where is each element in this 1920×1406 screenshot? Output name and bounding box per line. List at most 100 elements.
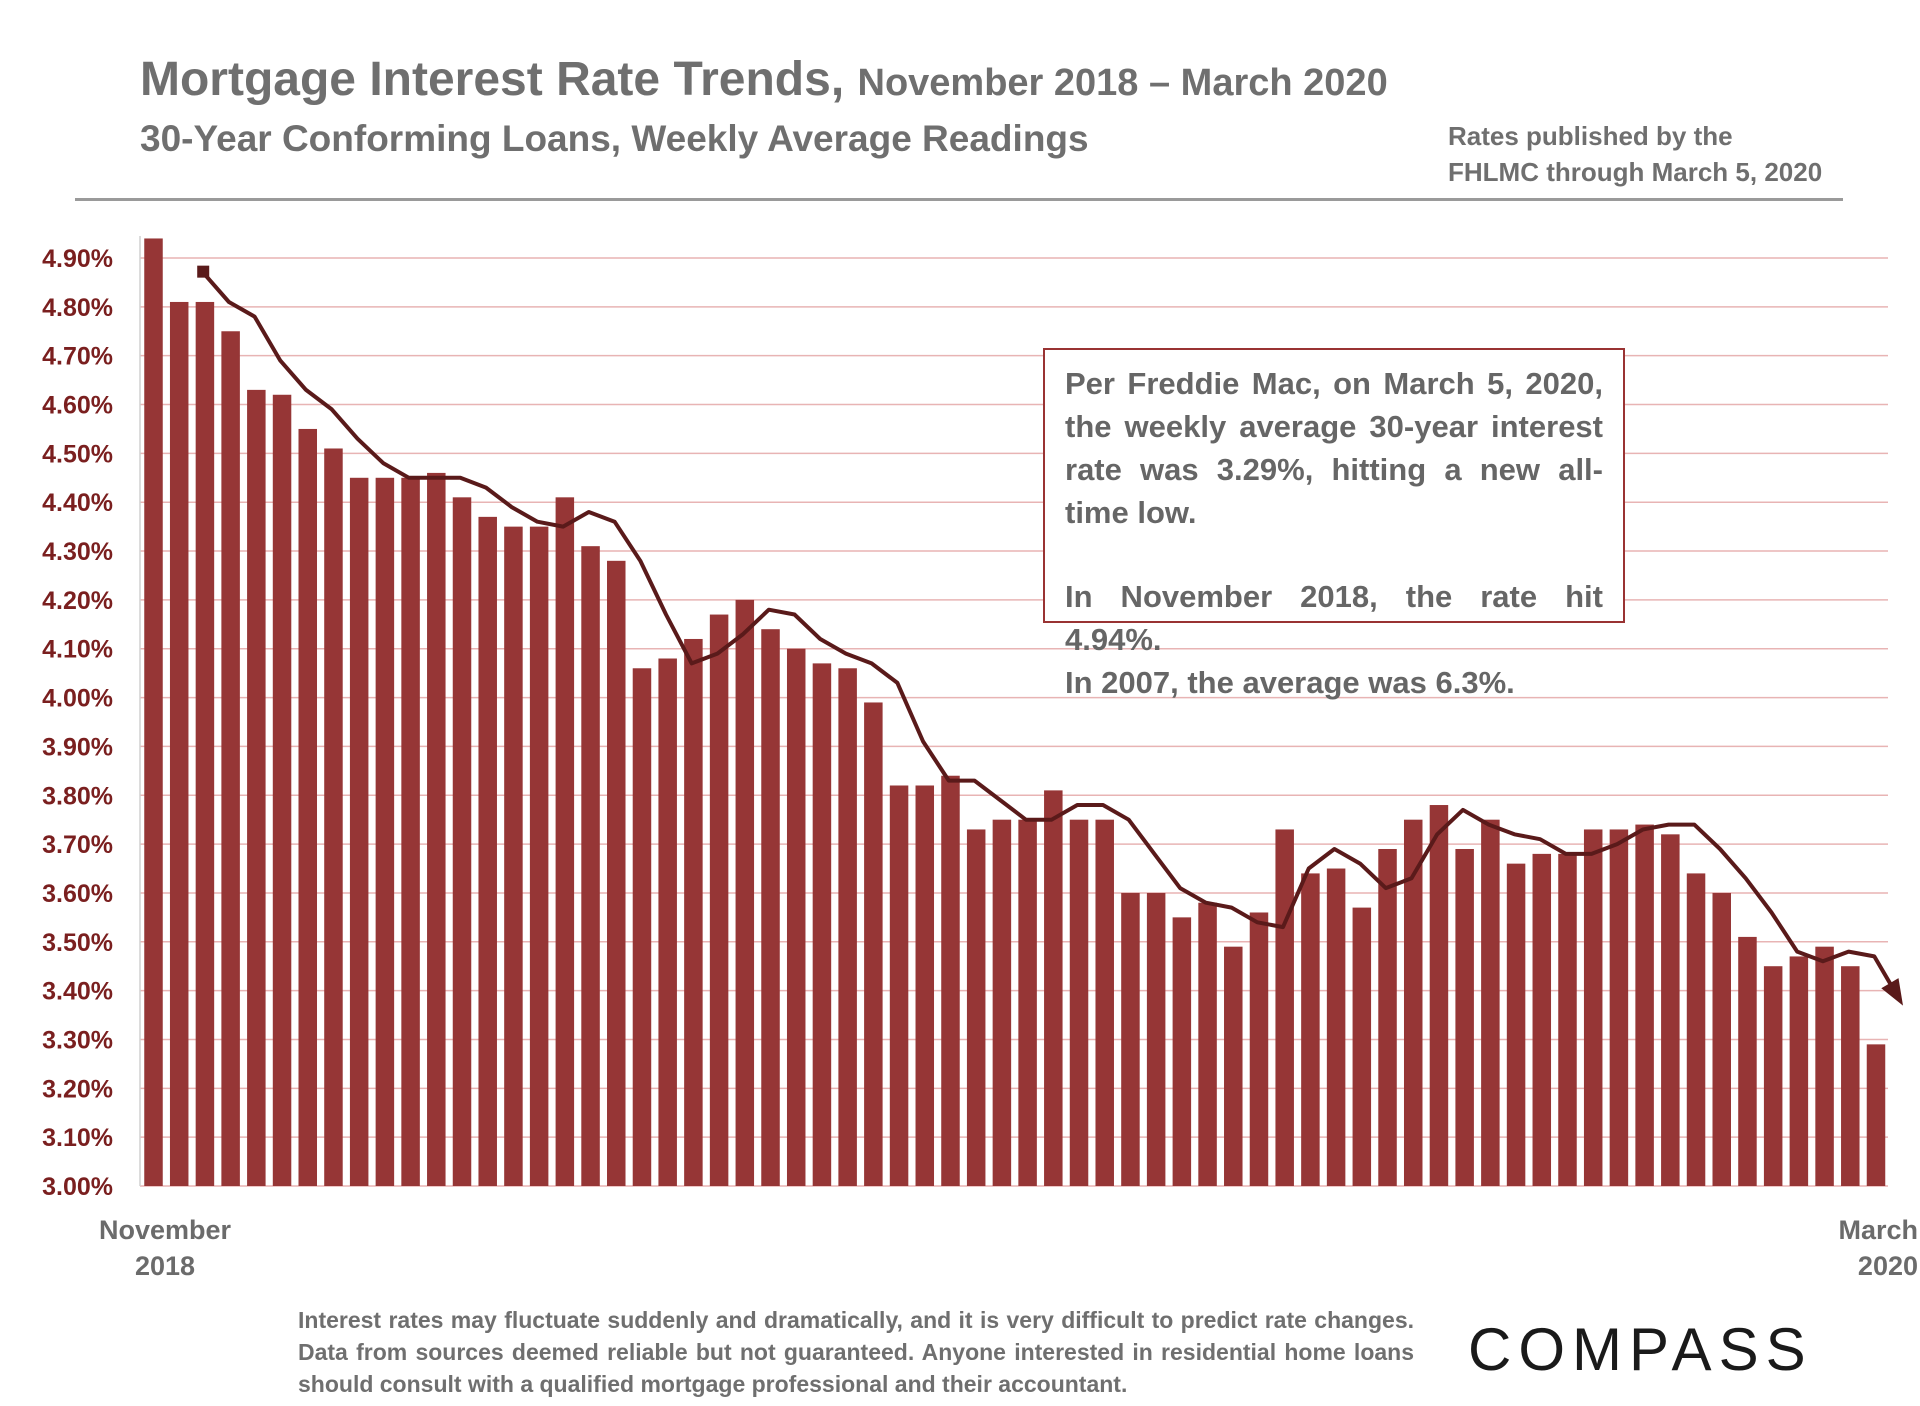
bar (658, 658, 677, 1186)
bar (607, 560, 626, 1186)
annotation-paragraph-1: Per Freddie Mac, on March 5, 2020, the w… (1065, 366, 1603, 530)
bar (632, 668, 652, 1186)
bar (1044, 790, 1063, 1186)
bar (1069, 819, 1089, 1186)
y-tick-label: 3.50% (42, 929, 113, 957)
bar (401, 477, 420, 1187)
bar (1738, 936, 1757, 1186)
bar (812, 663, 832, 1186)
bar (1224, 946, 1243, 1186)
bar (1558, 853, 1577, 1186)
annotation-box: Per Freddie Mac, on March 5, 2020, the w… (1043, 348, 1625, 700)
compass-logo: COMPASS (1468, 1316, 1813, 1383)
y-tick-label: 3.80% (42, 782, 113, 810)
bar (349, 477, 369, 1187)
y-tick-label: 4.10% (42, 636, 113, 664)
bar (761, 629, 780, 1186)
bar (1661, 834, 1680, 1186)
x-label-start-year: 2018 (134, 1251, 196, 1281)
bar (1275, 829, 1294, 1186)
bar (1429, 805, 1449, 1186)
bar (1198, 902, 1217, 1186)
y-tick-label: 4.50% (42, 440, 113, 468)
y-tick-label: 4.20% (42, 587, 113, 615)
bar (1506, 863, 1526, 1186)
y-tick-label: 4.40% (42, 489, 113, 517)
y-tick-label: 3.00% (42, 1173, 113, 1201)
x-label-end-year: 2020 (1857, 1251, 1918, 1281)
bars (144, 238, 1886, 1187)
trend-line (201, 271, 1902, 1002)
bar (1249, 912, 1269, 1186)
y-tick-label: 3.20% (42, 1075, 113, 1103)
bar (1018, 819, 1037, 1186)
bar (992, 819, 1012, 1186)
bar (478, 516, 497, 1186)
bar (1481, 819, 1500, 1186)
y-axis-tick-labels: 3.00% 3.10% 3.20% 3.30% 3.40% 3.50% 3.60% 3.70%… (42, 245, 113, 1201)
bar (1532, 853, 1552, 1186)
bar (941, 775, 960, 1186)
chart-title-main: Mortgage Interest Rate Trends, (140, 53, 845, 106)
trend-end-arrowhead (1881, 978, 1903, 1006)
source-note-line2: FHLMC through March 5, 2020 (1448, 157, 1823, 187)
bar (298, 428, 318, 1186)
y-tick-label: 3.30% (42, 1026, 113, 1054)
source-note: Rates published by the FHLMC through Mar… (1448, 118, 1822, 190)
bar (1403, 819, 1423, 1186)
y-tick-label: 4.30% (42, 538, 113, 566)
chart-subtitle: 30-Year Conforming Loans, Weekly Average… (140, 118, 1089, 159)
bar (529, 526, 549, 1186)
bar (1763, 966, 1783, 1186)
bar (221, 331, 240, 1186)
bar (1789, 956, 1809, 1186)
bar (1866, 1044, 1886, 1186)
bar (684, 638, 703, 1186)
source-note-line1: Rates published by the (1448, 121, 1733, 151)
y-tick-label: 4.00% (42, 685, 113, 713)
bar (1172, 917, 1192, 1186)
bar (247, 389, 266, 1187)
chart-title: Mortgage Interest Rate Trends, November … (140, 52, 1388, 107)
x-label-end: March 2020 (1822, 1212, 1918, 1284)
bar (1686, 873, 1706, 1186)
y-tick-label: 4.90% (42, 245, 113, 273)
bar (195, 301, 215, 1186)
bar (1455, 848, 1474, 1186)
bar (786, 648, 806, 1186)
y-tick-label: 3.60% (42, 880, 113, 908)
bar (1095, 819, 1114, 1186)
annotation-line-2b: In 2007, the average was 6.3%. (1065, 665, 1515, 700)
bar (966, 829, 986, 1186)
bar (915, 785, 935, 1186)
bar (735, 599, 755, 1186)
bar (864, 702, 883, 1186)
bar (272, 394, 292, 1186)
bar (838, 668, 857, 1186)
bar (889, 785, 909, 1186)
bar (1352, 907, 1372, 1186)
bar (581, 546, 600, 1186)
bar (169, 301, 189, 1186)
y-tick-label: 3.40% (42, 978, 113, 1006)
bar (1121, 892, 1140, 1186)
bar (555, 497, 575, 1187)
bar (504, 526, 523, 1186)
bar (709, 614, 729, 1186)
bar (452, 497, 472, 1187)
bar (375, 477, 395, 1187)
trend-start-marker (197, 265, 210, 278)
bar (144, 238, 163, 1187)
y-tick-label: 3.10% (42, 1124, 113, 1152)
bar (1301, 873, 1320, 1186)
bar (427, 472, 446, 1186)
bar (1146, 892, 1166, 1186)
annotation-line-2a: In November 2018, the rate hit 4.94%. (1065, 579, 1603, 657)
bar (1609, 829, 1629, 1186)
bar (1712, 892, 1731, 1186)
bar (1841, 966, 1860, 1186)
y-tick-label: 4.70% (42, 343, 113, 371)
bar (1378, 848, 1397, 1186)
bar (1583, 829, 1603, 1186)
